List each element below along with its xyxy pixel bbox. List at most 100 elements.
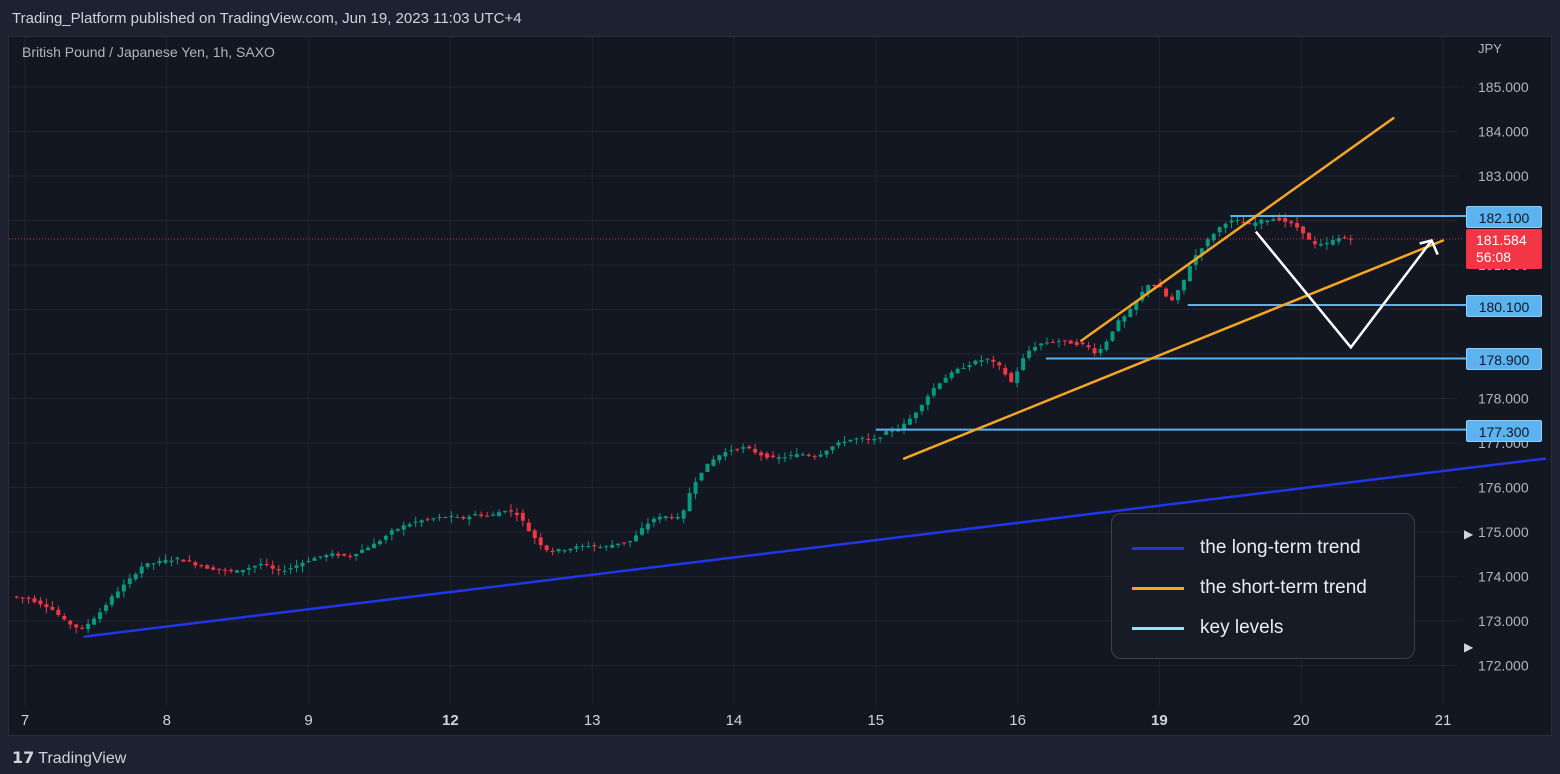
candle-body: [610, 544, 615, 548]
candle-body: [836, 442, 841, 446]
candle-body: [133, 574, 138, 580]
candle-body: [1003, 367, 1008, 375]
candle-body: [217, 568, 222, 570]
candle-body: [300, 562, 305, 567]
x-tick-label: 9: [304, 712, 312, 729]
x-tick-label: 14: [726, 712, 743, 729]
candle-body: [1306, 232, 1311, 240]
candle-body: [1098, 348, 1103, 353]
candle-body: [1092, 348, 1097, 354]
candle-body: [1146, 285, 1151, 293]
candle-body: [759, 452, 764, 456]
candle-body: [211, 567, 216, 570]
candle-body: [1068, 340, 1073, 344]
key-level-tag: 180.100: [1466, 295, 1542, 317]
candle-body: [1301, 226, 1306, 234]
candle-body: [639, 528, 644, 535]
candle-body: [401, 525, 406, 530]
candle-body: [890, 430, 895, 432]
candle-body: [276, 569, 281, 571]
candle-body: [669, 516, 674, 519]
candle-body: [598, 547, 603, 549]
long-term-trend-line: [83, 457, 1547, 638]
candle-body: [1187, 266, 1192, 282]
candle-body: [1336, 238, 1341, 242]
key-level-tag: 182.100: [1466, 206, 1542, 228]
candle-body: [1229, 220, 1234, 223]
x-tick-label: 13: [584, 712, 601, 729]
candle-body: [961, 368, 966, 370]
candle-body: [1241, 221, 1246, 224]
candle-body: [109, 596, 114, 605]
x-tick-label: 15: [867, 712, 884, 729]
candle-body: [913, 412, 918, 419]
candle-body: [681, 510, 686, 519]
candle-body: [169, 560, 174, 562]
candle-body: [1062, 340, 1067, 342]
candle-body: [330, 553, 335, 556]
candle-body: [181, 559, 186, 562]
candle-body: [824, 450, 829, 455]
candle-body: [62, 616, 67, 620]
candle-body: [80, 627, 85, 629]
candle-body: [38, 600, 43, 605]
candle-body: [514, 512, 519, 516]
candle-body: [103, 605, 108, 611]
scale-marker-icon[interactable]: ▶: [1464, 640, 1474, 654]
candle-body: [1009, 373, 1014, 382]
legend-swatch: [1132, 547, 1184, 550]
candle-body: [1271, 219, 1276, 222]
candle-body: [223, 569, 228, 571]
candle-body: [336, 553, 341, 556]
scale-marker-icon[interactable]: ▶: [1464, 527, 1474, 541]
candle-body: [56, 609, 61, 615]
candle-body: [86, 623, 91, 630]
candle-body: [622, 542, 627, 544]
candle-body: [937, 383, 942, 389]
candle-body: [520, 512, 525, 521]
candle-body: [354, 553, 359, 556]
legend-label: the long-term trend: [1200, 537, 1361, 558]
candle-body: [1235, 220, 1240, 222]
footer-brand[interactable]: 𝟭𝟳 TradingView: [12, 748, 126, 768]
candle-body: [467, 516, 472, 520]
x-tick-label: 21: [1435, 712, 1452, 729]
candle-body: [371, 543, 376, 549]
candle-body: [586, 546, 591, 548]
candle-body: [651, 518, 656, 523]
candle-body: [288, 568, 293, 570]
projection-arrowhead-icon: [1419, 239, 1439, 256]
candle-body: [1104, 341, 1109, 350]
candle-body: [657, 516, 662, 520]
candle-body: [1050, 341, 1055, 343]
candle-body: [395, 528, 400, 531]
publication-header: Trading_Platform published on TradingVie…: [0, 0, 1560, 38]
candle-body: [1170, 296, 1175, 301]
candle-body: [1033, 346, 1038, 351]
candle-body: [848, 439, 853, 442]
candle-body: [1128, 309, 1133, 317]
candle-body: [1342, 237, 1347, 239]
candle-body: [508, 510, 513, 512]
candle-body: [532, 530, 537, 539]
candle-body: [985, 358, 990, 360]
candle-body: [860, 438, 865, 440]
candle-body: [491, 514, 496, 516]
candle-body: [967, 365, 972, 368]
candle-body: [1080, 342, 1085, 344]
candle-body: [866, 438, 871, 440]
candle-body: [449, 515, 454, 518]
key-level-tag: 178.900: [1466, 348, 1542, 370]
candle-body: [723, 452, 728, 457]
candle-body: [68, 620, 73, 625]
candle-body: [997, 362, 1002, 366]
candle-body: [1283, 217, 1288, 222]
candle-body: [1199, 248, 1204, 256]
candle-body: [931, 388, 936, 396]
candle-body: [687, 493, 692, 512]
candle-body: [693, 482, 698, 494]
candle-body: [872, 438, 877, 441]
y-tick-label: 175.000: [1478, 524, 1529, 540]
candle-body: [127, 578, 132, 585]
